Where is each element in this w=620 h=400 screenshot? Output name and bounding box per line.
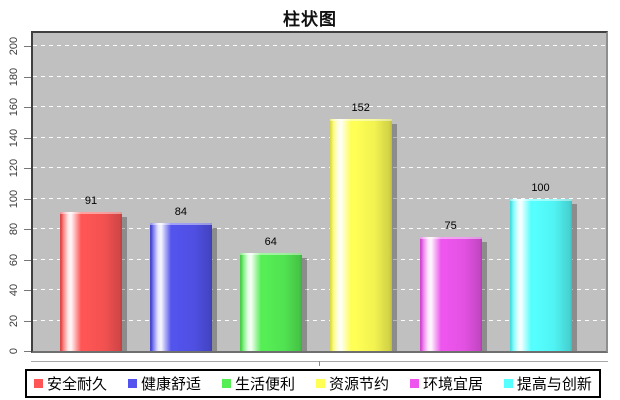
gridline <box>33 136 606 138</box>
gridline <box>33 319 606 321</box>
bar-value-label: 152 <box>351 102 370 115</box>
bar-环境宜居 <box>419 236 482 351</box>
y-axis-tick <box>24 168 31 169</box>
y-axis-tick <box>24 320 31 322</box>
y-axis-tick-label: 0 <box>8 347 20 355</box>
legend-swatch <box>315 379 325 388</box>
legend-item: 生活便利 <box>221 373 295 394</box>
bar-健康舒适 <box>149 222 212 351</box>
bar-top-highlight <box>149 222 212 225</box>
bar-top-highlight <box>239 253 302 256</box>
legend-swatch <box>34 379 43 388</box>
gridline <box>33 258 606 260</box>
bar-top-highlight <box>329 119 392 122</box>
bar-资源节约 <box>329 119 392 351</box>
gridline <box>33 228 606 229</box>
y-axis-tick-label: 100 <box>8 189 20 208</box>
bar-top-highlight <box>60 212 122 215</box>
y-axis-tick <box>24 229 31 230</box>
gridline <box>33 75 606 77</box>
legend-item-label: 提高与创新 <box>516 377 592 393</box>
legend-item: 安全耐久 <box>34 373 107 394</box>
y-axis-tick-label: 20 <box>8 314 20 327</box>
y-axis-tick <box>24 76 31 78</box>
y-axis-tick-label: 160 <box>8 97 20 117</box>
bar-安全耐久 <box>60 212 122 351</box>
bar-生活便利 <box>239 253 302 351</box>
legend: 安全耐久 健康舒适 生活便利 资源节约 环境宜居 提高与创新 <box>25 369 601 398</box>
legend-item: 资源节约 <box>315 373 389 394</box>
bar-top-highlight <box>509 198 572 201</box>
bar-value-label: 75 <box>444 219 457 232</box>
bar-value-label: 100 <box>531 181 550 194</box>
legend-item: 健康舒适 <box>127 373 201 394</box>
legend-item-label: 资源节约 <box>328 377 389 393</box>
gridline <box>33 167 606 168</box>
gridline <box>33 45 606 46</box>
legend-item-label: 生活便利 <box>234 377 295 393</box>
legend-swatch <box>503 379 513 388</box>
legend-item-label: 环境宜居 <box>422 377 483 393</box>
y-axis-tick <box>24 107 31 108</box>
bar-top-highlight <box>419 236 482 239</box>
bar-value-label: 84 <box>174 205 188 218</box>
y-axis-tick-label: 40 <box>8 283 20 297</box>
y-axis-tick <box>24 290 31 291</box>
y-axis-tick <box>24 198 31 200</box>
plot-area <box>31 31 608 353</box>
x-axis-tick <box>319 361 320 366</box>
y-axis-tick <box>24 259 31 261</box>
chart-title: 柱状图 <box>283 10 337 29</box>
legend-swatch <box>409 379 419 388</box>
y-axis-tick <box>24 46 31 47</box>
y-axis-tick-label: 80 <box>8 222 20 236</box>
gridline <box>33 289 606 290</box>
gridline <box>33 197 606 199</box>
bar-value-label: 64 <box>264 236 277 249</box>
y-axis-tick-label: 200 <box>8 36 20 56</box>
y-axis-tick-label: 140 <box>8 128 20 147</box>
legend-swatch <box>221 379 231 388</box>
legend-item: 环境宜居 <box>409 373 483 394</box>
y-axis-tick-label: 120 <box>8 158 20 178</box>
bar-提高与创新 <box>509 198 572 351</box>
legend-item-label: 健康舒适 <box>140 377 201 393</box>
gridline <box>33 106 606 107</box>
y-axis-tick-label: 60 <box>8 253 20 266</box>
bar-value-label: 91 <box>84 195 98 208</box>
legend-item-label: 安全耐久 <box>47 377 108 393</box>
y-axis-tick <box>24 351 31 352</box>
y-axis-tick <box>24 137 31 139</box>
y-axis-tick-label: 180 <box>8 67 20 86</box>
legend-swatch <box>127 379 137 388</box>
legend-item: 提高与创新 <box>503 373 592 394</box>
